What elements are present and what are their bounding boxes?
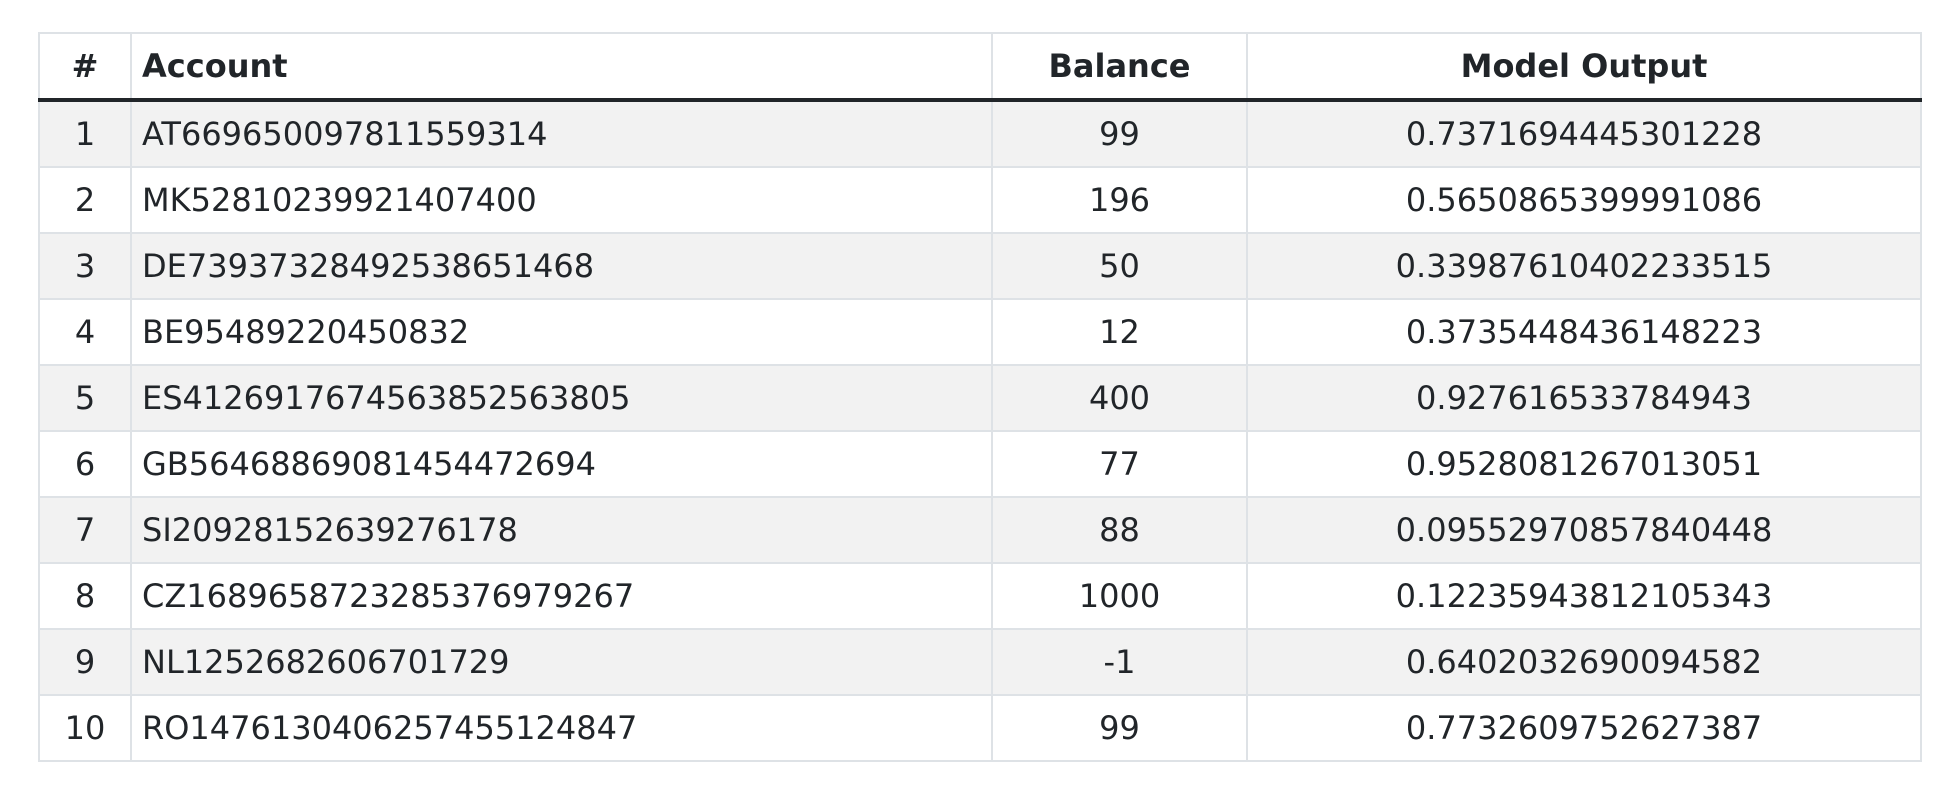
- model-output-cell: 0.5650865399991086: [1246, 166, 1922, 234]
- model-output-cell: 0.7732609752627387: [1246, 694, 1922, 762]
- row-index: 1: [38, 99, 132, 168]
- account-cell: ES4126917674563852563805: [130, 364, 993, 432]
- account-cell: GB56468869081454472694: [130, 430, 993, 498]
- table-row: 5 ES4126917674563852563805 400 0.9276165…: [38, 364, 1922, 432]
- balance-cell: 1000: [991, 562, 1248, 630]
- account-cell: SI20928152639276178: [130, 496, 993, 564]
- account-cell: NL1252682606701729: [130, 628, 993, 696]
- account-cell: MK52810239921407400: [130, 166, 993, 234]
- table-row: 9 NL1252682606701729 -1 0.64020326900945…: [38, 628, 1922, 696]
- table-row: 10 RO14761304062574551248​47 99 0.773260…: [38, 694, 1922, 762]
- account-cell: RO14761304062574551248​47: [130, 694, 993, 762]
- balance-cell: 99: [991, 99, 1248, 168]
- column-header-index: #: [38, 32, 132, 102]
- row-index: 3: [38, 232, 132, 300]
- table-body: 1 AT669650097811559314 99 0.737169444530…: [38, 99, 1922, 762]
- model-output-cell: 0.927616533784943: [1246, 364, 1922, 432]
- account-cell: BE95489220450832: [130, 298, 993, 366]
- balance-cell: 50: [991, 232, 1248, 300]
- data-table: # Account Balance Model Output 1 AT66965…: [38, 32, 1922, 762]
- balance-cell: 77: [991, 430, 1248, 498]
- row-index: 9: [38, 628, 132, 696]
- balance-cell: 400: [991, 364, 1248, 432]
- row-index: 7: [38, 496, 132, 564]
- balance-cell: -1: [991, 628, 1248, 696]
- row-index: 4: [38, 298, 132, 366]
- table-header: # Account Balance Model Output: [38, 32, 1922, 102]
- model-output-cell: 0.6402032690094582: [1246, 628, 1922, 696]
- table-row: 7 SI20928152639276178 88 0.0955297085784…: [38, 496, 1922, 564]
- table-row: 2 MK52810239921407400 196 0.565086539999…: [38, 166, 1922, 234]
- row-index: 5: [38, 364, 132, 432]
- row-index: 10: [38, 694, 132, 762]
- model-output-cell: 0.3735448436148223: [1246, 298, 1922, 366]
- table-row: 4 BE95489220450832 12 0.3735448436148223: [38, 298, 1922, 366]
- column-header-model-output: Model Output: [1246, 32, 1922, 102]
- model-output-cell: 0.7371694445301228: [1246, 99, 1922, 168]
- table-row: 8 CZ1689658723285376979267 1000 0.122359…: [38, 562, 1922, 630]
- model-output-cell: 0.9528081267013051: [1246, 430, 1922, 498]
- header-row: # Account Balance Model Output: [38, 32, 1922, 102]
- balance-cell: 196: [991, 166, 1248, 234]
- model-output-cell: 0.12235943812105343: [1246, 562, 1922, 630]
- row-index: 8: [38, 562, 132, 630]
- model-output-cell: 0.09552970857840448: [1246, 496, 1922, 564]
- column-header-balance: Balance: [991, 32, 1248, 102]
- row-index: 6: [38, 430, 132, 498]
- column-header-account: Account: [130, 32, 993, 102]
- account-cell: DE73937328492538651468: [130, 232, 993, 300]
- model-output-cell: 0.33987610402233515: [1246, 232, 1922, 300]
- table-row: 1 AT669650097811559314 99 0.737169444530…: [38, 99, 1922, 168]
- account-cell: CZ1689658723285376979267: [130, 562, 993, 630]
- table-row: 6 GB56468869081454472694 77 0.9528081267…: [38, 430, 1922, 498]
- balance-cell: 12: [991, 298, 1248, 366]
- data-table-container: # Account Balance Model Output 1 AT66965…: [38, 32, 1922, 762]
- row-index: 2: [38, 166, 132, 234]
- account-cell: AT669650097811559314: [130, 99, 993, 168]
- table-row: 3 DE73937328492538651468 50 0.3398761040…: [38, 232, 1922, 300]
- balance-cell: 88: [991, 496, 1248, 564]
- balance-cell: 99: [991, 694, 1248, 762]
